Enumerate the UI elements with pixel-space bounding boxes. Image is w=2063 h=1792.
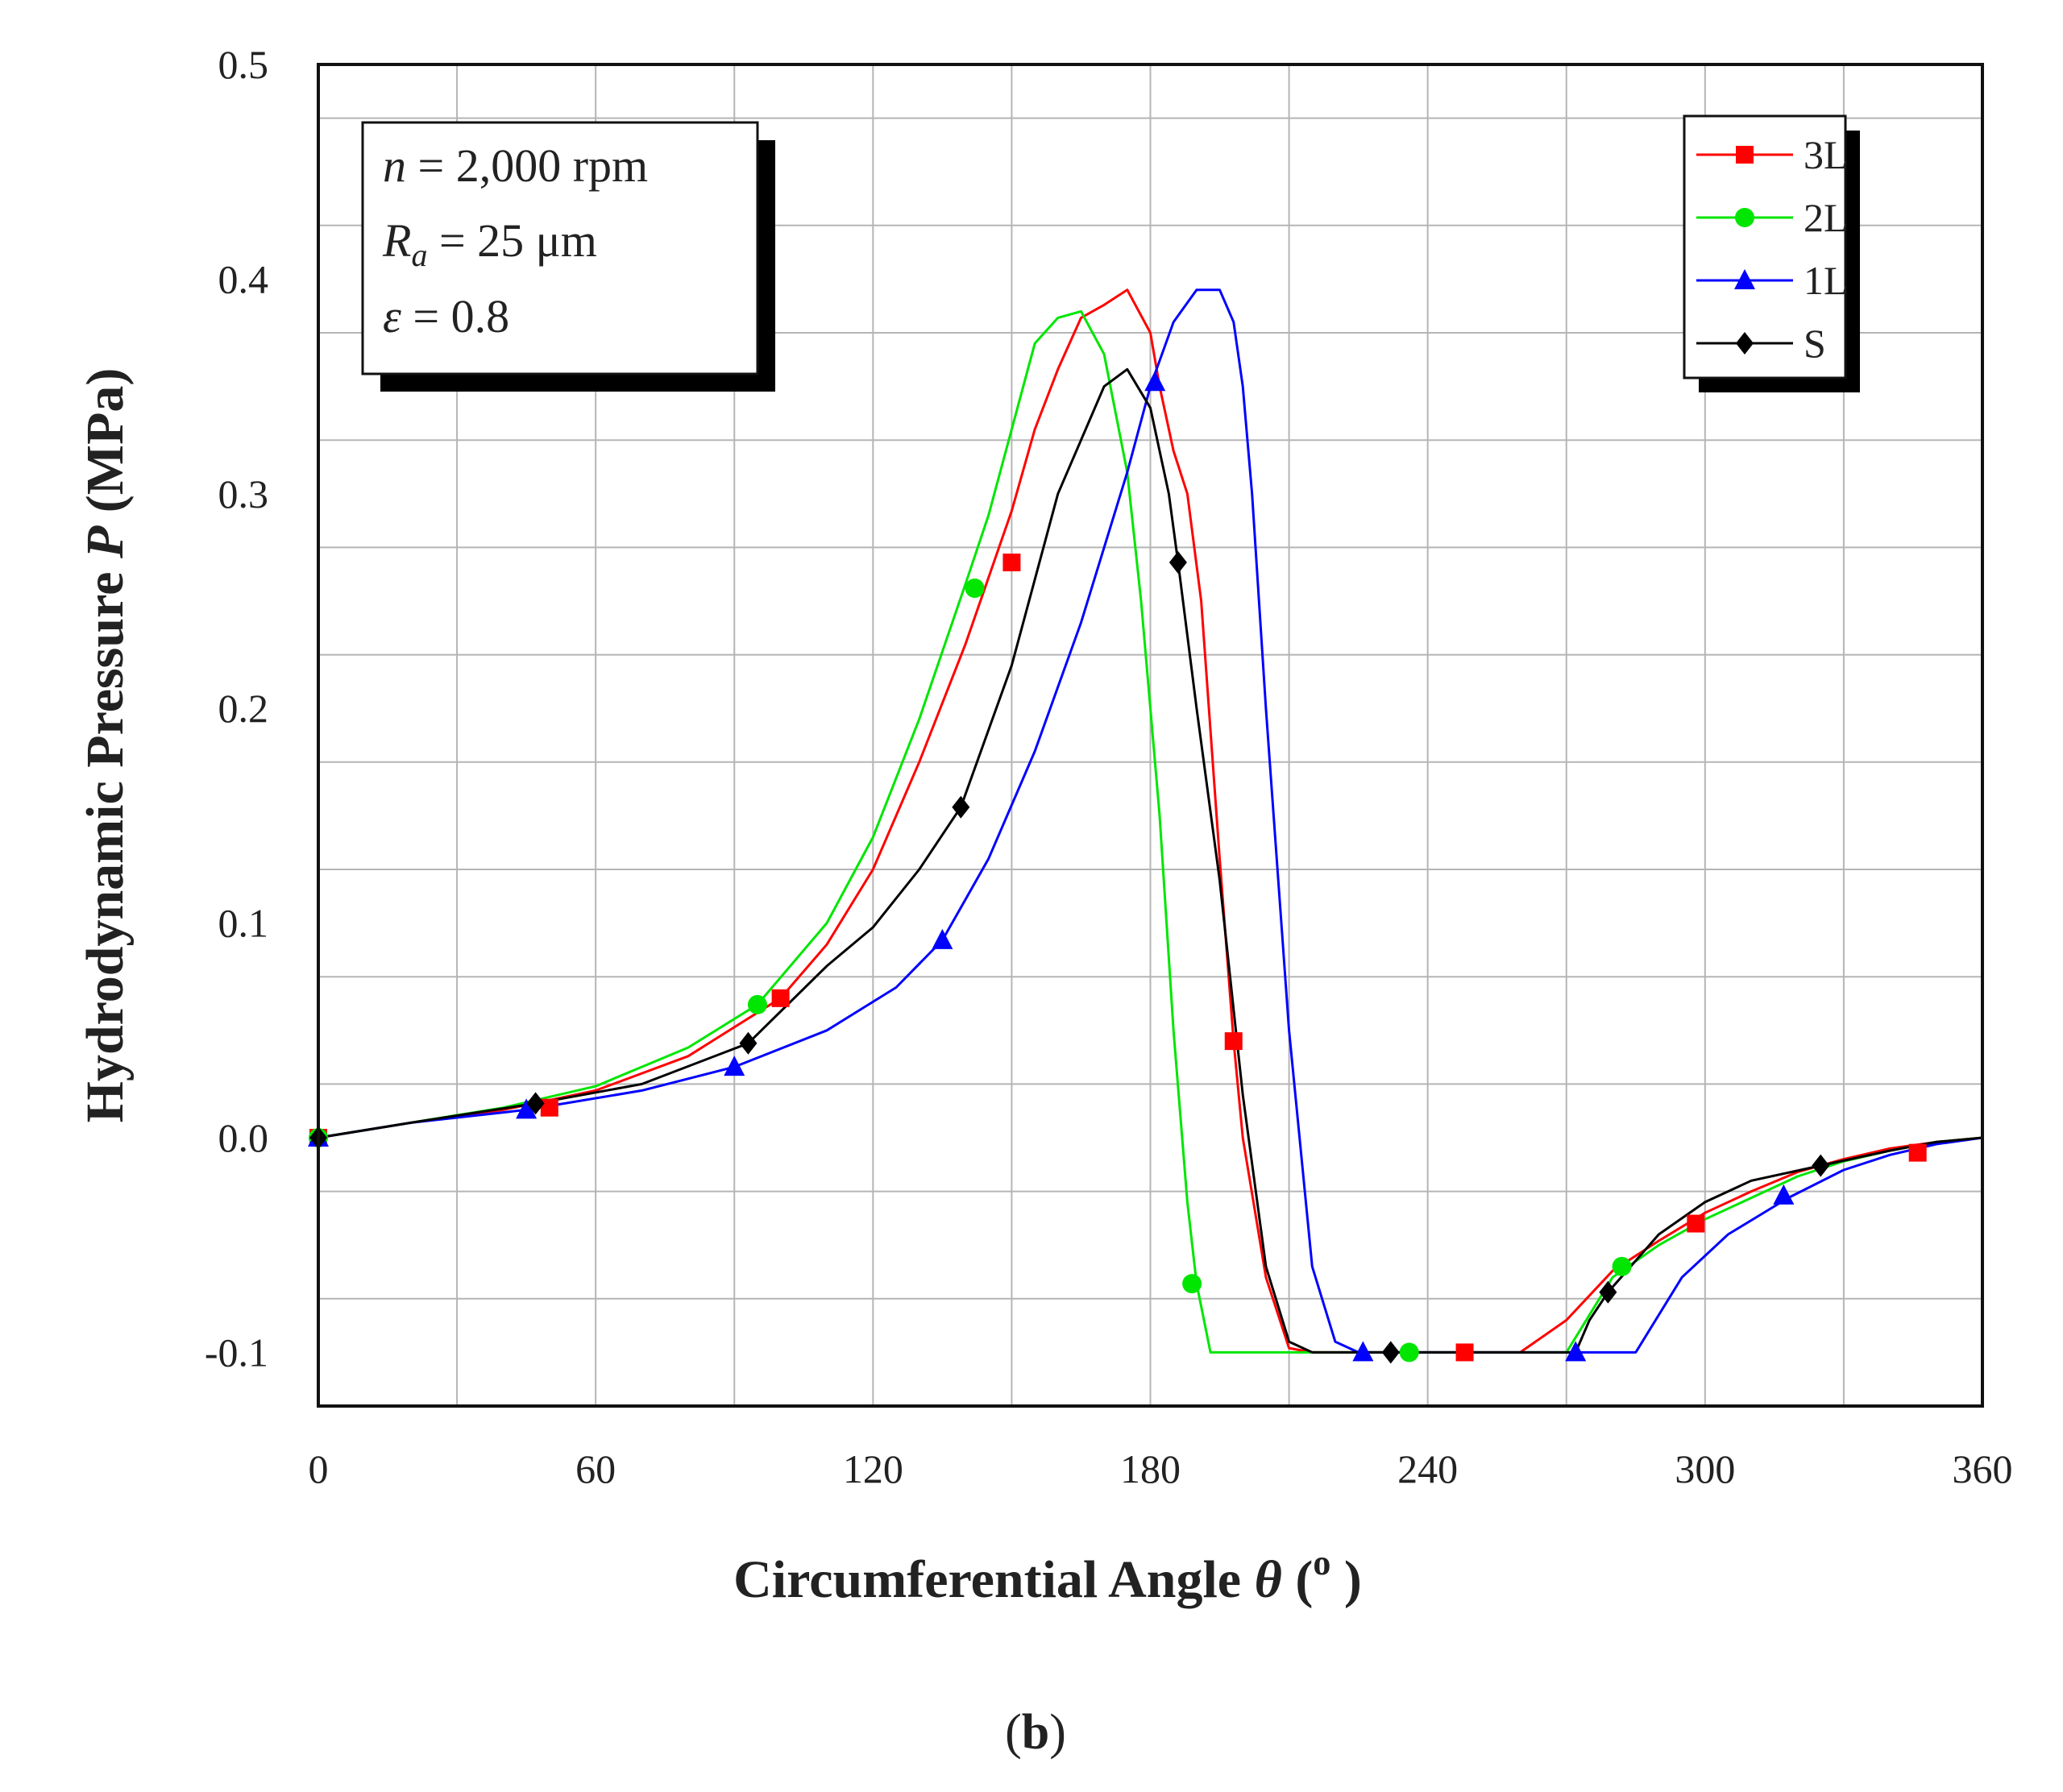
y-tick-label: 0.1 (218, 901, 269, 946)
marker-3l (771, 989, 790, 1007)
x-tick-label: 240 (1397, 1446, 1458, 1491)
annotation-box (361, 121, 759, 375)
y-tick-label: 0.0 (218, 1115, 269, 1160)
x-tick-label: 180 (1120, 1446, 1181, 1491)
legend-marker-3l (1736, 146, 1754, 164)
marker-1l (1773, 1184, 1795, 1205)
legend-items: 3L 2L 1L S (1696, 132, 1849, 366)
legend: 3L 2L 1L S (1683, 114, 1860, 392)
marker-1l (724, 1056, 745, 1076)
marker-s (739, 1031, 758, 1055)
marker-1l (932, 928, 953, 949)
x-tick-labels: 0 60 120 180 240 300 360 (309, 1446, 2013, 1491)
series-markers (308, 371, 1927, 1364)
marker-1l (1144, 371, 1166, 392)
marker-1l (516, 1098, 538, 1119)
x-axis-title: Circumferential Angle θ (o ) (733, 1543, 1362, 1609)
y-tick-labels: -0.1 0.0 0.1 0.2 0.3 0.4 0.5 (205, 42, 268, 1375)
figure-caption: (b) (1005, 1705, 1066, 1760)
x-tick-label: 360 (1953, 1446, 2013, 1491)
marker-2l (965, 579, 985, 599)
marker-2l (1399, 1342, 1419, 1363)
marker-3l (1687, 1214, 1705, 1233)
series-line-s (318, 367, 1983, 1354)
series-line-3l (318, 288, 1983, 1354)
marker-2l (1612, 1256, 1632, 1276)
marker-3l (1002, 554, 1021, 572)
marker-1l (1352, 1341, 1374, 1362)
x-tick-label: 300 (1675, 1446, 1735, 1491)
series-line-2l (318, 309, 1983, 1354)
x-tick-label: 60 (575, 1446, 616, 1491)
y-tick-label: 0.2 (218, 686, 269, 731)
x-tick-label: 120 (843, 1446, 903, 1491)
marker-s (952, 795, 970, 819)
parameter-annotation: n = 2,000 rpm Ra = 25 μm ε = 0.8 (361, 121, 775, 392)
legend-label-s: S (1804, 321, 1826, 366)
y-tick-label: 0.4 (218, 256, 269, 301)
annotation-roughness: Ra = 25 μm (382, 214, 597, 273)
marker-2l (1182, 1274, 1202, 1294)
series-lines (318, 288, 1983, 1354)
marker-3l (1455, 1343, 1474, 1362)
legend-label-1l: 1L (1804, 258, 1849, 303)
marker-1l (1565, 1341, 1587, 1362)
marker-s (1812, 1154, 1830, 1177)
marker-s (1599, 1280, 1617, 1304)
marker-3l (540, 1098, 558, 1117)
marker-2l (747, 994, 767, 1014)
legend-label-2l: 2L (1804, 195, 1849, 240)
legend-marker-s (1736, 332, 1754, 355)
legend-marker-1l (1734, 269, 1755, 289)
x-tick-label: 0 (309, 1446, 329, 1491)
annotation-eccentricity: ε = 0.8 (383, 290, 509, 342)
y-tick-label: 0.5 (218, 42, 269, 87)
legend-marker-2l (1735, 208, 1754, 227)
y-tick-label: 0.3 (218, 471, 269, 516)
legend-label-3l: 3L (1804, 132, 1849, 177)
marker-s (526, 1092, 545, 1115)
marker-3l (1224, 1032, 1243, 1051)
marker-s (1168, 551, 1187, 575)
plot-frame (317, 63, 1984, 1408)
marker-3l (1908, 1143, 1927, 1162)
series-line-1l (318, 288, 1983, 1354)
y-axis-title: Hydrodynamic Pressure P (MPa) (76, 368, 135, 1123)
legend-box (1683, 114, 1847, 380)
y-tick-label: -0.1 (205, 1329, 268, 1375)
marker-s (1381, 1341, 1400, 1364)
annotation-speed: n = 2,000 rpm (383, 139, 648, 192)
